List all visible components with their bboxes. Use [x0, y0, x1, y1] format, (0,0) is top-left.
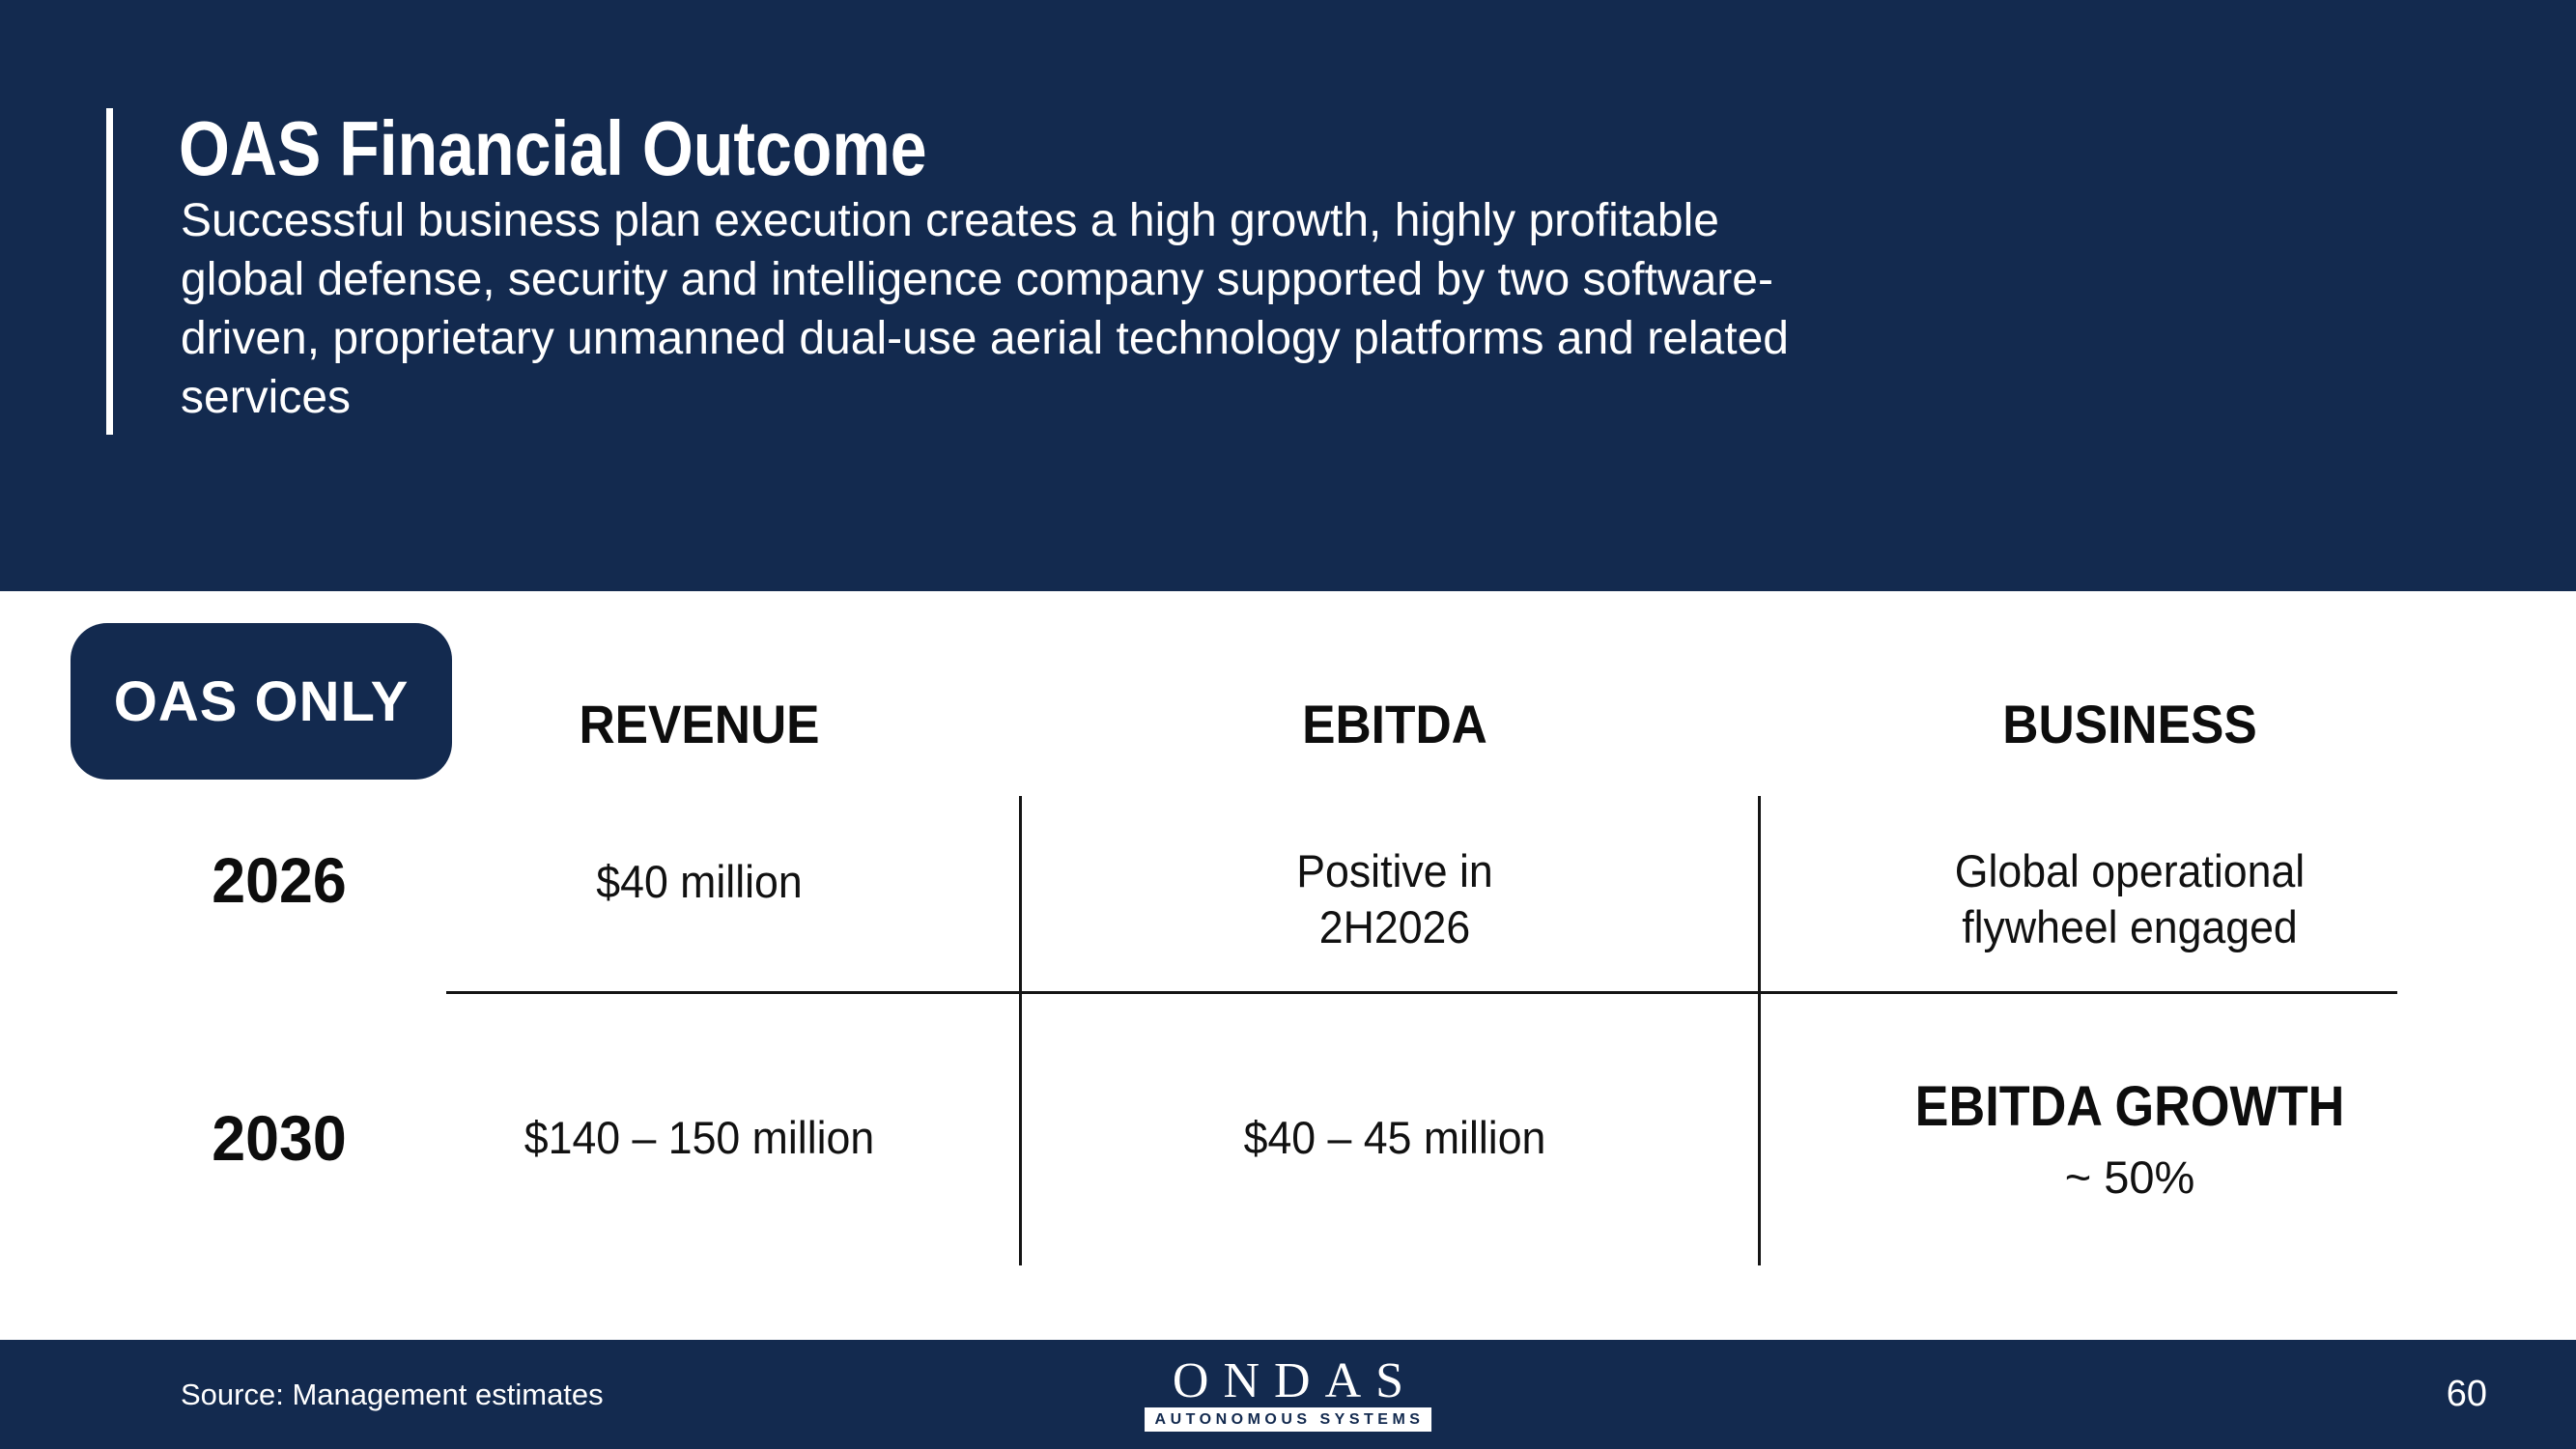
slide-subtitle: Successful business plan execution creat… — [181, 195, 1789, 423]
row-year-2030: 2030 — [212, 1102, 347, 1174]
oas-only-badge: OAS ONLY — [71, 623, 452, 780]
cell-business-2026: Global operational flywheel engaged — [1954, 845, 2306, 952]
cell-business-2030-label: EBITDA GROWTH — [1914, 1075, 2345, 1138]
source-note: Source: Management estimates — [181, 1377, 604, 1411]
footer-band: Source: Management estimates ONDAS AUTON… — [0, 1340, 2576, 1449]
cell-revenue-2026: $40 million — [596, 856, 803, 907]
slide-title: OAS Financial Outcome — [179, 105, 927, 191]
ondas-tagline: AUTONOMOUS SYSTEMS — [1144, 1406, 1432, 1432]
title-accent-bar — [106, 108, 113, 435]
ondas-wordmark: ONDAS — [1172, 1352, 1419, 1408]
column-header-business: BUSINESS — [2002, 694, 2257, 754]
row-year-2026: 2026 — [212, 844, 347, 916]
oas-only-badge-label: OAS ONLY — [113, 669, 410, 733]
page-number: 60 — [2446, 1374, 2487, 1414]
cell-business-2030-value: ~ 50% — [2064, 1151, 2195, 1203]
header-band: OAS Financial Outcome Successful busines… — [0, 0, 2576, 591]
column-header-revenue: REVENUE — [579, 694, 820, 754]
table-horizontal-divider — [446, 991, 2397, 994]
cell-ebitda-2030: $40 – 45 million — [1243, 1112, 1546, 1163]
cell-revenue-2030: $140 – 150 million — [524, 1112, 875, 1163]
cell-ebitda-2026: Positive in 2H2026 — [1296, 845, 1493, 952]
column-header-ebitda: EBITDA — [1302, 694, 1487, 754]
ondas-logo: ONDAS AUTONOMOUS SYSTEMS — [1144, 1352, 1432, 1432]
table-vertical-divider-2 — [1758, 796, 1761, 1265]
table-vertical-divider-1 — [1019, 796, 1022, 1265]
